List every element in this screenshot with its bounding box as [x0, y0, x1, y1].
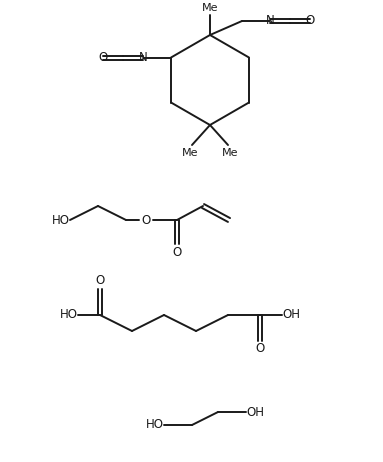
Text: O: O: [305, 14, 314, 28]
Text: O: O: [98, 51, 108, 64]
Text: O: O: [172, 245, 182, 259]
Text: O: O: [255, 342, 265, 355]
Text: OH: OH: [246, 406, 264, 419]
Text: O: O: [95, 274, 105, 287]
Text: N: N: [266, 14, 274, 28]
Text: N: N: [139, 51, 147, 64]
Text: O: O: [141, 213, 151, 226]
Text: HO: HO: [60, 309, 78, 322]
Text: Me: Me: [222, 148, 238, 158]
Text: HO: HO: [146, 419, 164, 432]
Text: Me: Me: [202, 3, 218, 13]
Text: OH: OH: [282, 309, 300, 322]
Text: Me: Me: [182, 148, 198, 158]
Text: HO: HO: [52, 213, 70, 226]
